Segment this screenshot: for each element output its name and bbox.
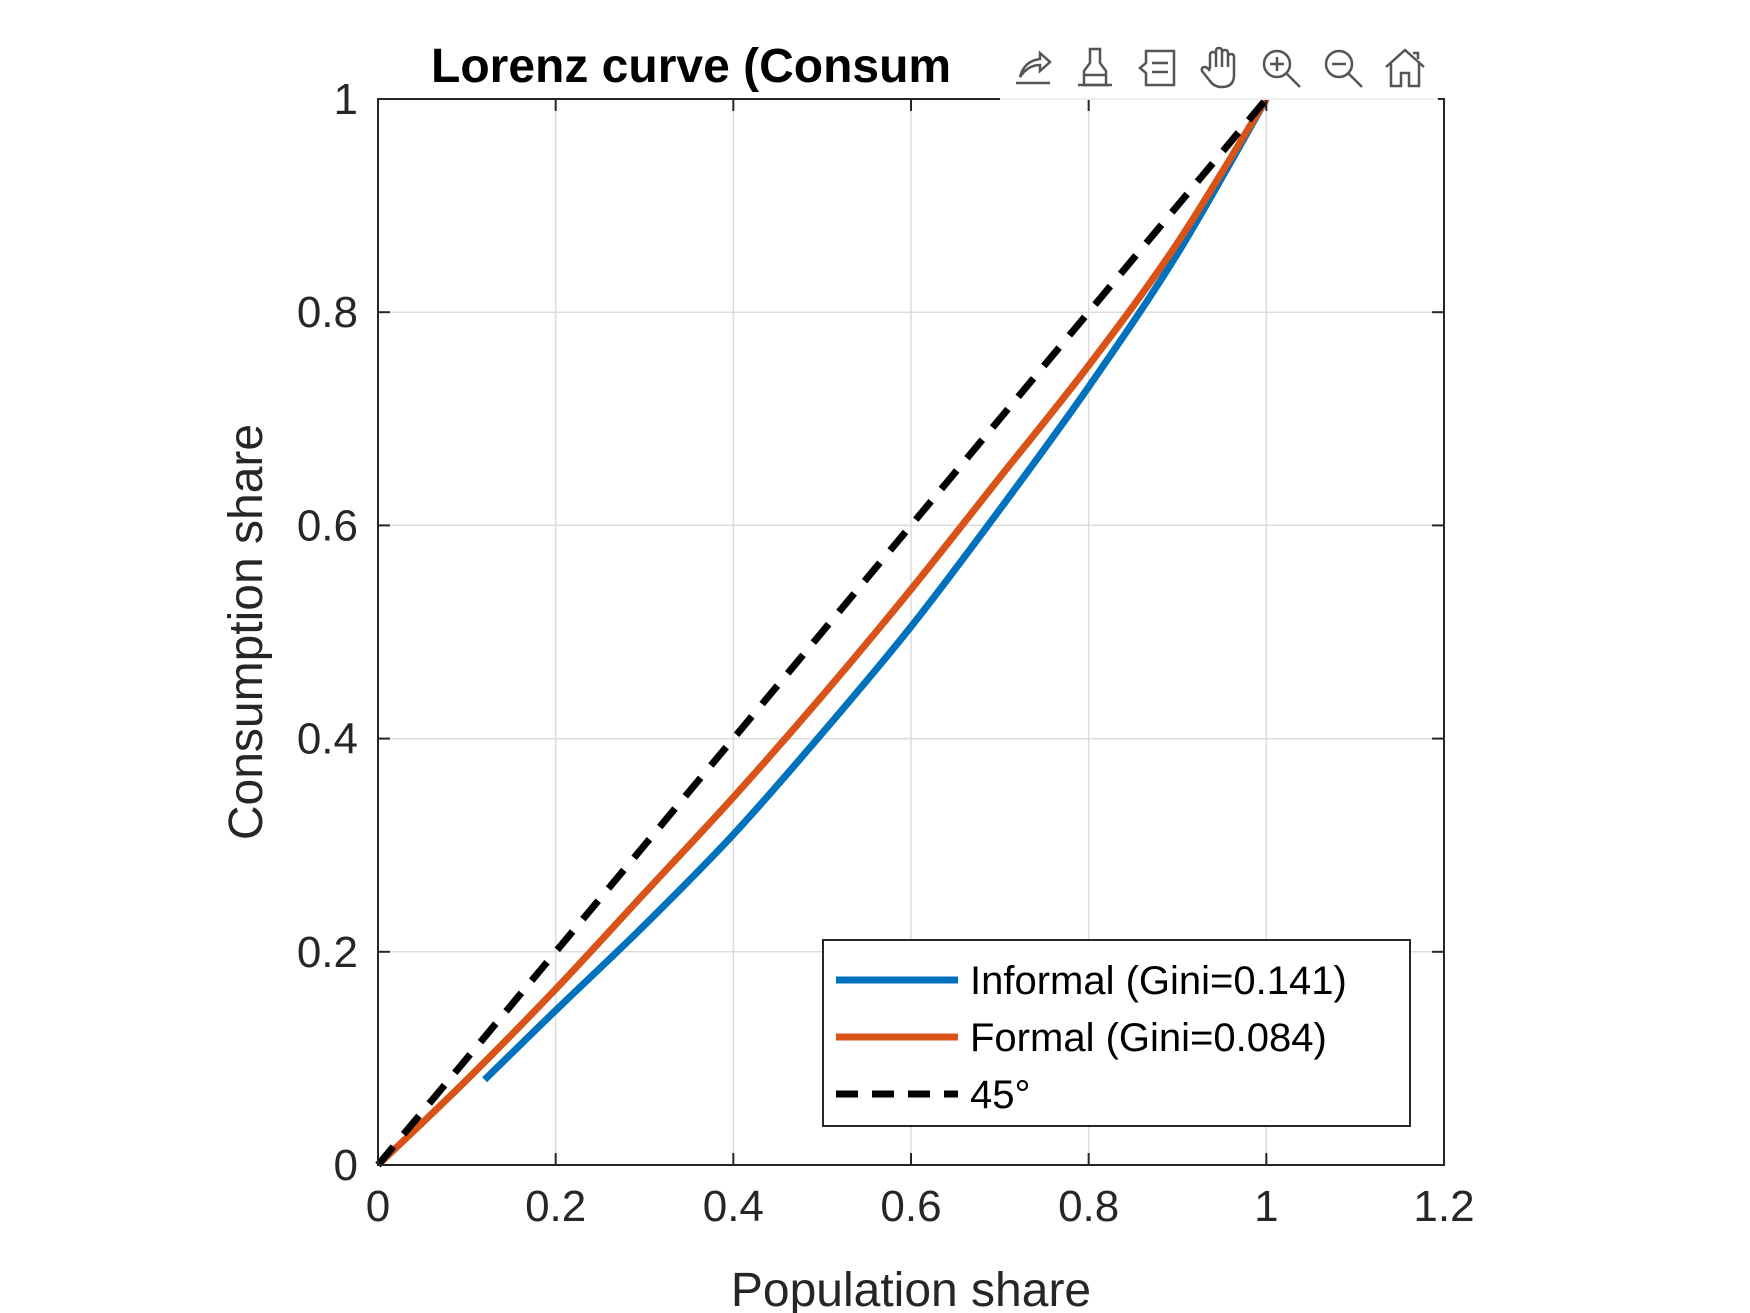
pan-button[interactable] — [1190, 39, 1248, 97]
x-tick-label: 0 — [366, 1182, 390, 1231]
legend-label-2: 45° — [970, 1073, 1031, 1117]
zoom-in-button[interactable] — [1252, 39, 1310, 97]
ticks: 0 0.2 0.4 0.6 0.8 1 1.2 0 0.2 0.4 0.6 0.8 1 — [297, 75, 1475, 1231]
y-axis-label: Consumption share — [220, 424, 273, 840]
axes-toolbar — [1000, 36, 1438, 100]
legend: Informal (Gini=0.141) Formal (Gini=0.084)… — [822, 939, 1411, 1127]
zoom-out-button[interactable] — [1314, 39, 1372, 97]
x-axis-label: Population share — [731, 1264, 1091, 1313]
series-line-2 — [375, 96, 1270, 1168]
brush-button[interactable] — [1066, 39, 1124, 97]
x-tick-label: 0.6 — [880, 1182, 941, 1231]
zoom-in-icon — [1262, 49, 1301, 88]
legend-label-0: Informal (Gini=0.141) — [970, 959, 1347, 1003]
y-tick-label: 1 — [334, 75, 358, 124]
y-tick-label: 0 — [334, 1141, 358, 1190]
series-line-0 — [482, 97, 1270, 1083]
pan-icon — [1200, 46, 1236, 89]
series-line-1 — [375, 97, 1270, 1168]
x-tick-label: 0.2 — [525, 1182, 586, 1231]
export-button[interactable] — [1004, 39, 1062, 97]
series-group — [375, 96, 1270, 1168]
home-button[interactable] — [1376, 39, 1434, 97]
chart-title: Lorenz curve (Consum — [431, 40, 951, 93]
brush-icon — [1078, 47, 1112, 87]
y-tick-label: 0.4 — [297, 715, 358, 764]
export-icon — [1016, 50, 1052, 85]
x-tick-label: 1 — [1254, 1182, 1278, 1231]
y-tick-label: 0.6 — [297, 501, 358, 550]
x-tick-label: 1.2 — [1413, 1182, 1474, 1231]
x-tick-label: 0.4 — [703, 1182, 764, 1231]
legend-label-1: Formal (Gini=0.084) — [970, 1016, 1327, 1060]
datatip-button[interactable] — [1128, 39, 1186, 97]
y-tick-label: 0.2 — [297, 928, 358, 977]
datatip-icon — [1138, 49, 1176, 87]
x-tick-label: 0.8 — [1058, 1182, 1119, 1231]
zoom-out-icon — [1324, 49, 1363, 88]
home-icon — [1385, 48, 1425, 88]
y-tick-label: 0.8 — [297, 288, 358, 337]
